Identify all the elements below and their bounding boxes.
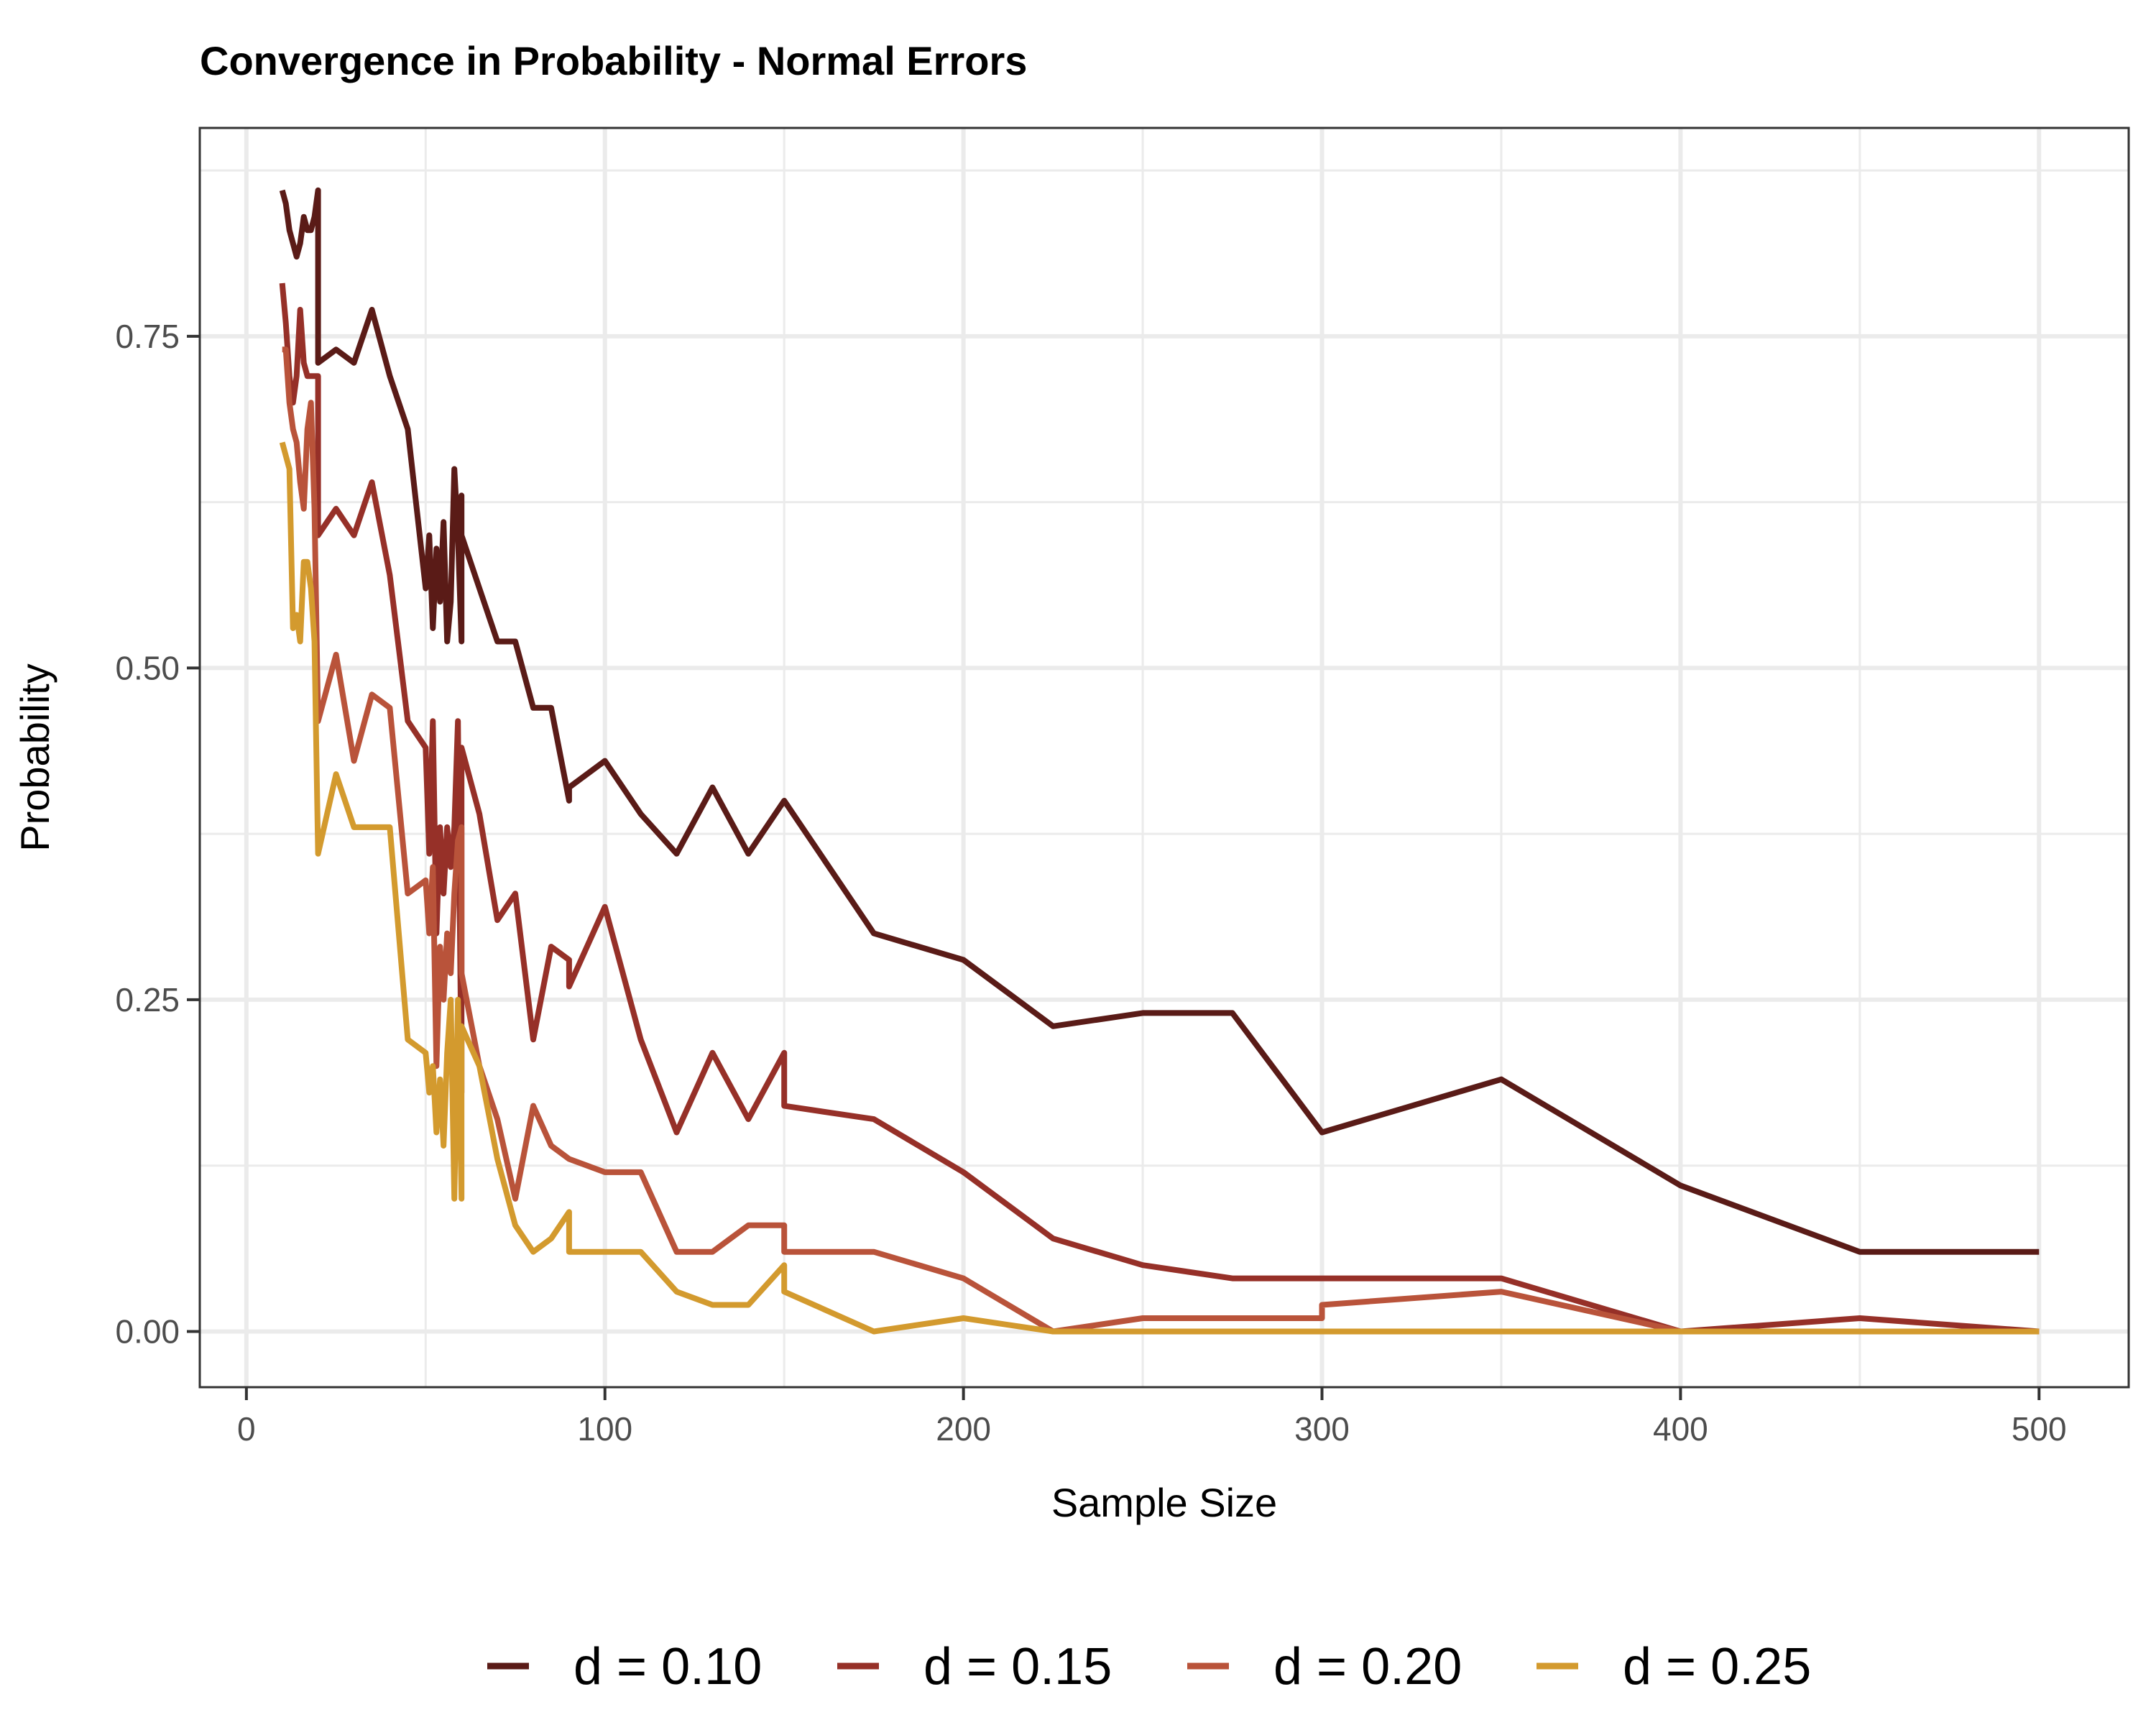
legend-label-4: d = 0.25: [1623, 1638, 1811, 1696]
series-line-4: [279, 441, 2040, 1335]
y-axis-title: Probability: [12, 663, 57, 851]
series-line-3: [282, 346, 2040, 1335]
y-tick-label: 0.50: [115, 649, 180, 686]
chart-title: Convergence in Probability - Normal Erro…: [200, 38, 1027, 83]
y-axis: 0.00 0.25 0.50 0.75: [115, 318, 200, 1350]
x-tick-label: 200: [936, 1410, 991, 1448]
series-line-2: [279, 282, 2040, 1335]
y-tick-label: 0.25: [115, 981, 180, 1018]
x-tick-label: 100: [577, 1410, 632, 1448]
series-lines: [279, 187, 2040, 1335]
plot-background: [200, 128, 2129, 1387]
legend-label-2: d = 0.15: [923, 1638, 1112, 1696]
series-line-1: [279, 187, 2040, 1255]
x-tick-label: 500: [2012, 1410, 2067, 1448]
plot-border: [198, 126, 2130, 1389]
plot-panel: [198, 126, 2130, 1389]
x-tick-label: 400: [1653, 1410, 1708, 1448]
x-axis-title: Sample Size: [1051, 1480, 1277, 1525]
x-tick-label: 0: [237, 1410, 256, 1448]
legend-label-3: d = 0.20: [1273, 1638, 1462, 1696]
legend-label-1: d = 0.10: [573, 1638, 762, 1696]
y-tick-label: 0.75: [115, 318, 180, 355]
x-axis: 0 100 200 300 400 500: [237, 1387, 2067, 1448]
y-tick-label: 0.00: [115, 1312, 180, 1350]
legend: d = 0.10 d = 0.15 d = 0.20 d = 0.25: [487, 1638, 1811, 1696]
x-tick-label: 300: [1294, 1410, 1350, 1448]
